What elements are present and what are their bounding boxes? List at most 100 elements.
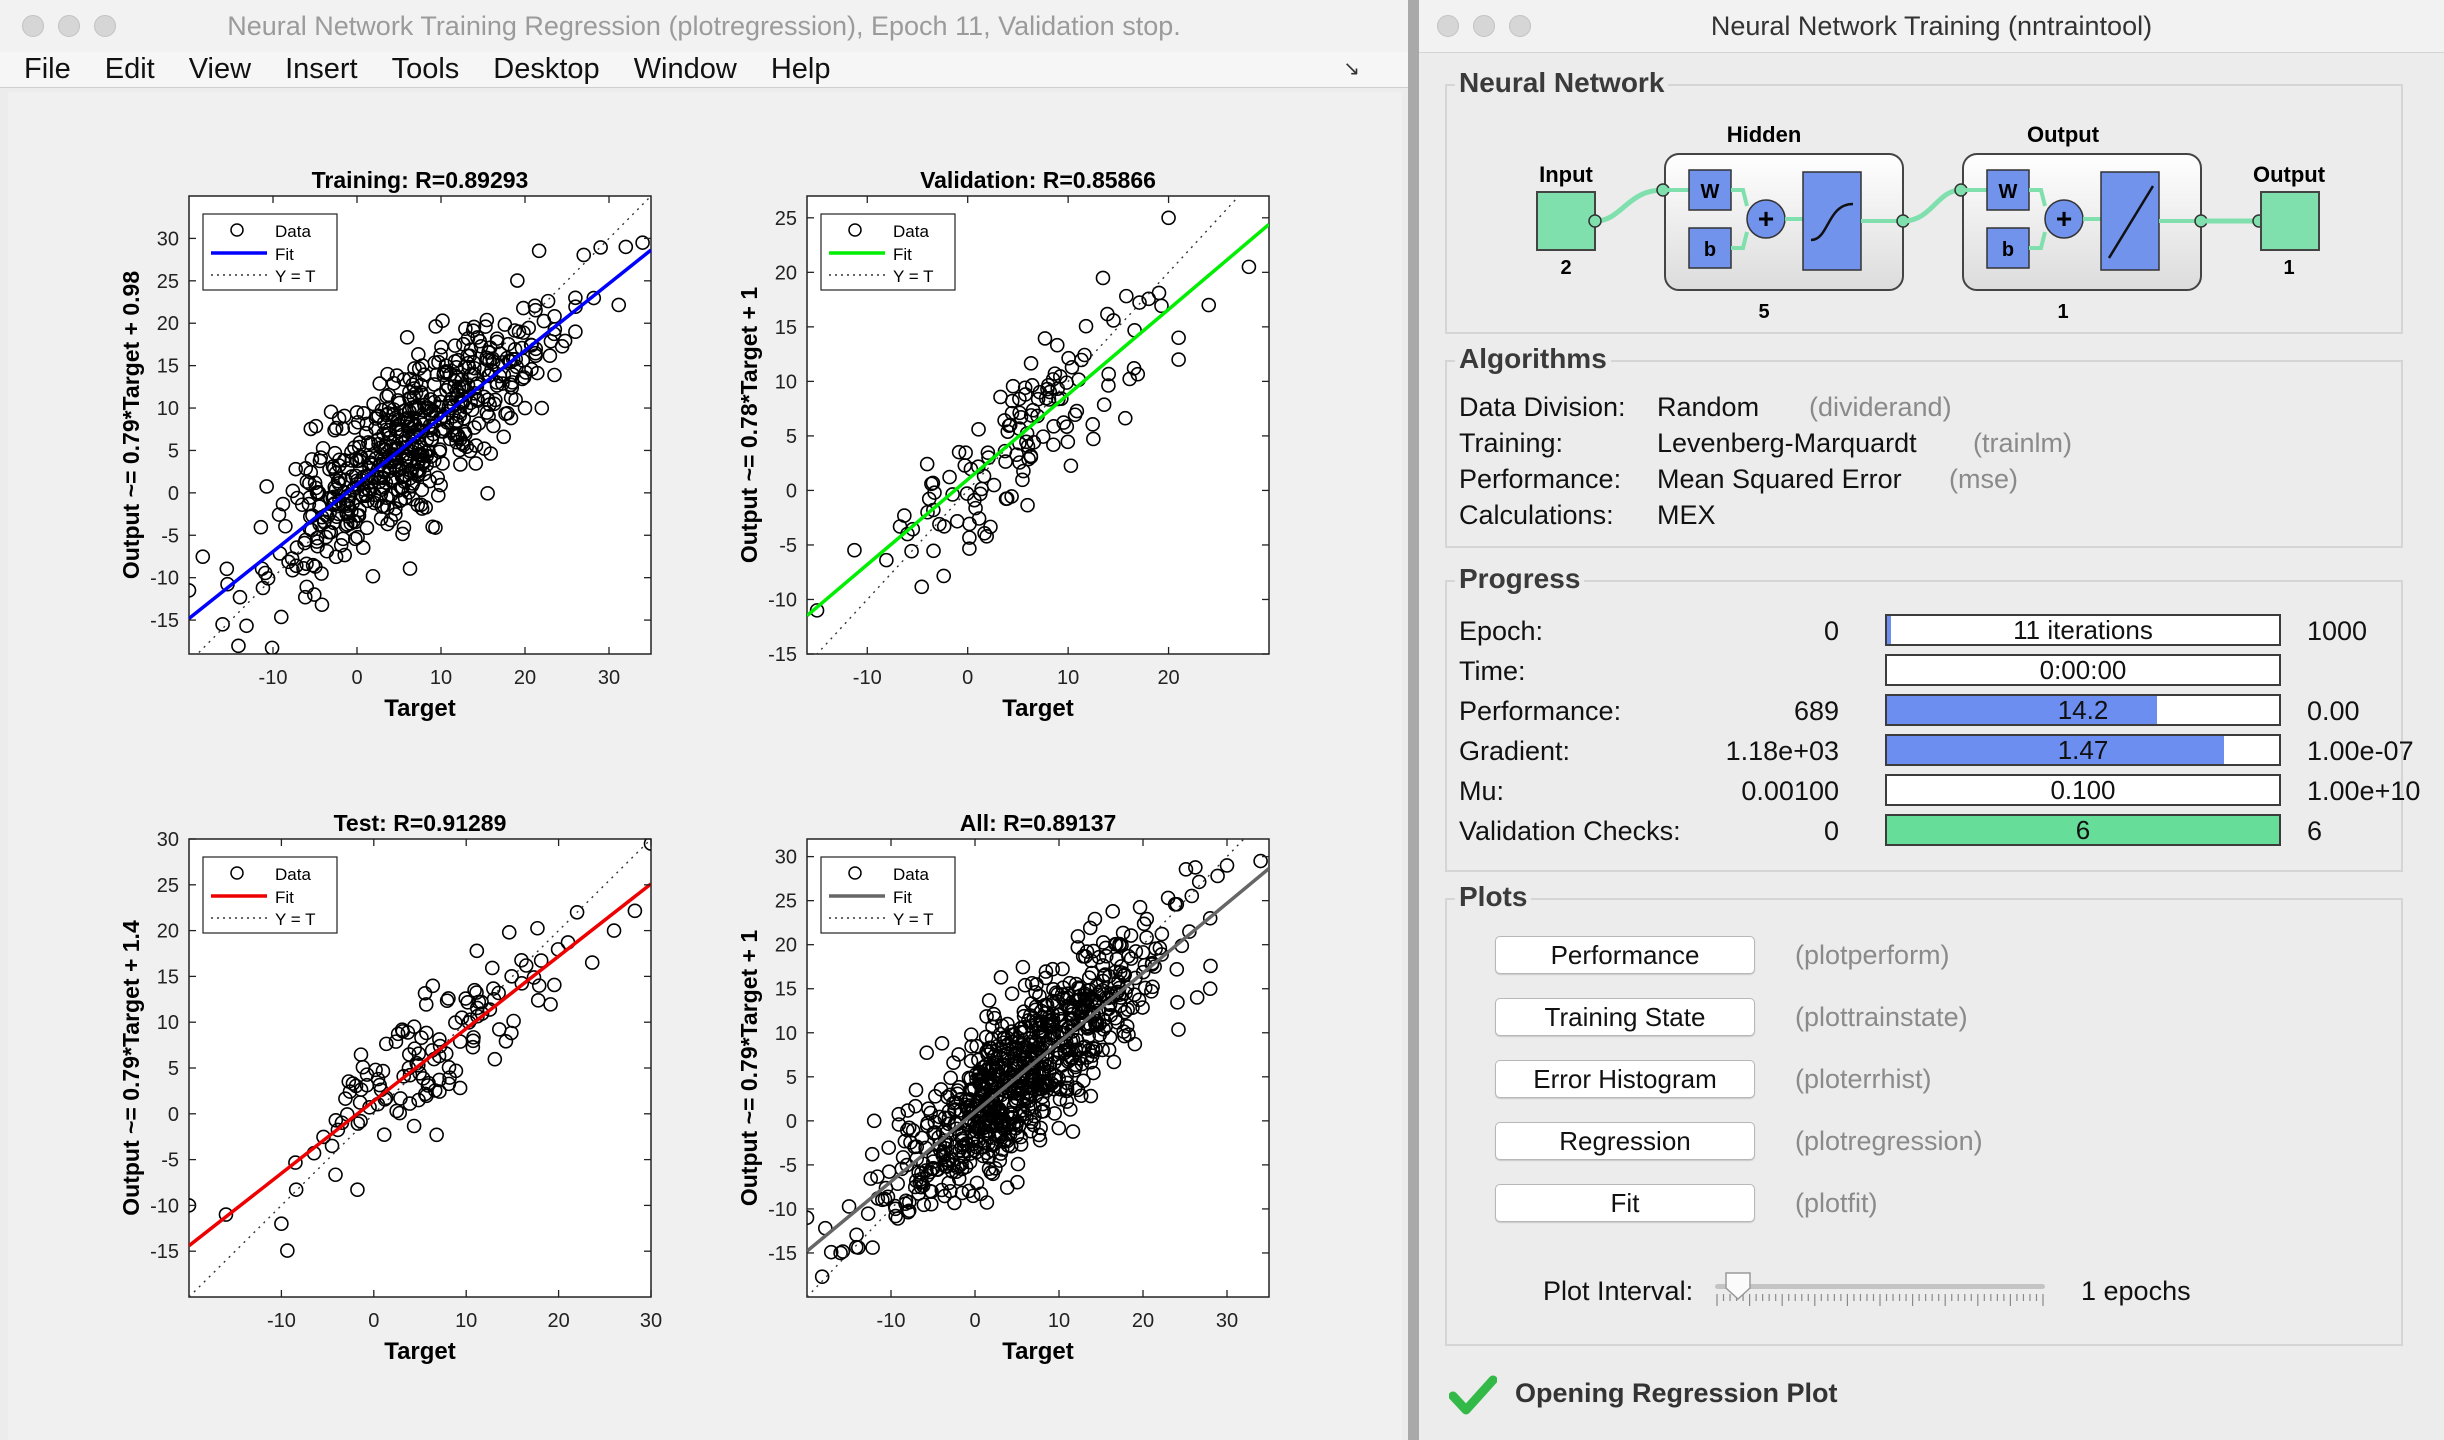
output-block — [2260, 191, 2320, 251]
data-point — [430, 488, 446, 503]
slider-thumb[interactable] — [1725, 1272, 1751, 1300]
data-point — [1008, 1042, 1024, 1057]
data-point — [365, 568, 381, 584]
data-point — [253, 519, 269, 535]
data-point — [971, 422, 986, 437]
data-point — [951, 444, 967, 460]
algo-value: Random — [1657, 392, 1760, 422]
data-point — [488, 392, 503, 408]
data-point — [1171, 330, 1186, 346]
data-point — [352, 1095, 368, 1110]
nntraintool-titlebar[interactable]: Neural Network Training (nntraintool) — [1419, 0, 2444, 53]
dock-arrow-icon[interactable]: ↘ — [1343, 58, 1360, 80]
data-point — [335, 421, 351, 436]
data-point — [402, 561, 418, 576]
data-point — [972, 1065, 987, 1080]
data-point — [476, 441, 492, 456]
data-point — [1210, 868, 1225, 884]
data-point — [1120, 1002, 1135, 1017]
plot-title: Validation: R=0.85866 — [920, 167, 1156, 193]
data-point — [1017, 380, 1033, 396]
progress-start: 0.00100 — [1741, 776, 1839, 806]
close-button[interactable] — [22, 15, 44, 37]
legend-data-marker — [848, 866, 862, 880]
data-point — [498, 406, 513, 422]
regression-titlebar[interactable]: Neural Network Training Regression (plot… — [0, 0, 1408, 53]
x-tick-label: -10 — [853, 667, 882, 689]
regression-button[interactable]: Regression — [1495, 1122, 1755, 1160]
menu-view[interactable]: View — [188, 53, 252, 85]
data-point — [332, 493, 347, 508]
data-point — [1110, 984, 1125, 1000]
data-point — [1085, 417, 1101, 432]
minimize-button[interactable] — [58, 15, 80, 37]
data-point — [1128, 944, 1144, 959]
window-title-right: Neural Network Training (nntraintool) — [1710, 11, 2153, 41]
data-point — [433, 477, 448, 493]
data-point — [1056, 990, 1072, 1006]
zoom-button[interactable] — [94, 15, 116, 37]
hidden-connector — [1902, 187, 1962, 224]
data-point — [407, 1041, 423, 1056]
data-point — [402, 384, 417, 400]
plot-interval-value: 1 epochs — [2081, 1276, 2191, 1306]
data-point — [586, 290, 602, 306]
menu-help[interactable]: Help — [770, 53, 831, 85]
zoom-button-right[interactable] — [1509, 15, 1531, 37]
data-point — [359, 1077, 375, 1093]
data-point — [453, 457, 468, 472]
y-tick-label: -15 — [768, 644, 797, 666]
data-point — [418, 997, 434, 1012]
menu-edit[interactable]: Edit — [104, 53, 155, 85]
data-point — [259, 479, 274, 494]
legend-data-marker — [230, 866, 244, 880]
data-point — [378, 475, 394, 490]
data-point — [1114, 938, 1129, 953]
data-point — [926, 543, 941, 559]
fit-button[interactable]: Fit — [1495, 1184, 1755, 1222]
plot-interval-slider[interactable] — [1715, 1284, 2045, 1289]
data-point — [411, 1046, 427, 1062]
training-state-fn: (plottrainstate) — [1795, 1002, 1968, 1032]
close-button-right[interactable] — [1437, 15, 1459, 37]
data-point — [961, 1183, 977, 1199]
data-point — [1059, 1026, 1074, 1042]
data-point — [369, 493, 385, 509]
data-point — [986, 1100, 1001, 1115]
data-point — [1065, 1012, 1081, 1027]
error-histogram-button[interactable]: Error Histogram — [1495, 1060, 1755, 1098]
data-point — [328, 1112, 344, 1128]
data-point — [1070, 940, 1086, 955]
data-point — [397, 491, 413, 506]
data-point — [396, 520, 412, 535]
menu-bar: File Edit View Insert Tools Desktop Wind… — [0, 52, 1408, 88]
neural-network-heading: Neural Network — [1455, 67, 1669, 99]
y-axis-label: Output ~= 0.78*Target + 1 — [736, 287, 762, 564]
gradient-bar: 1.47 — [1885, 734, 2281, 766]
data-point — [484, 960, 500, 976]
data-point — [427, 1083, 443, 1098]
data-point — [919, 1045, 934, 1061]
neural-network-group: Neural Network Input 2 Hidden W b — [1445, 67, 2403, 334]
performance-button[interactable]: Performance — [1495, 936, 1755, 974]
data-point — [349, 405, 365, 420]
minimize-button-right[interactable] — [1473, 15, 1495, 37]
training-state-button[interactable]: Training State — [1495, 998, 1755, 1036]
data-point — [531, 978, 547, 993]
data-point — [901, 1203, 917, 1219]
menu-tools[interactable]: Tools — [391, 53, 460, 85]
data-point — [521, 320, 536, 336]
menu-window[interactable]: Window — [633, 53, 737, 85]
data-point — [1076, 1073, 1091, 1089]
menu-desktop[interactable]: Desktop — [493, 53, 600, 85]
y-tick-label: 25 — [157, 875, 179, 897]
menu-file[interactable]: File — [24, 53, 71, 85]
y-tick-label: 5 — [168, 440, 179, 462]
data-point — [372, 376, 388, 391]
x-tick-label: 30 — [640, 1310, 662, 1332]
data-point — [510, 273, 525, 288]
y-tick-label: 0 — [168, 1104, 179, 1126]
menu-insert[interactable]: Insert — [285, 53, 358, 85]
y-tick-label: 5 — [168, 1058, 179, 1080]
x-axis-label: Target — [1002, 1338, 1074, 1365]
